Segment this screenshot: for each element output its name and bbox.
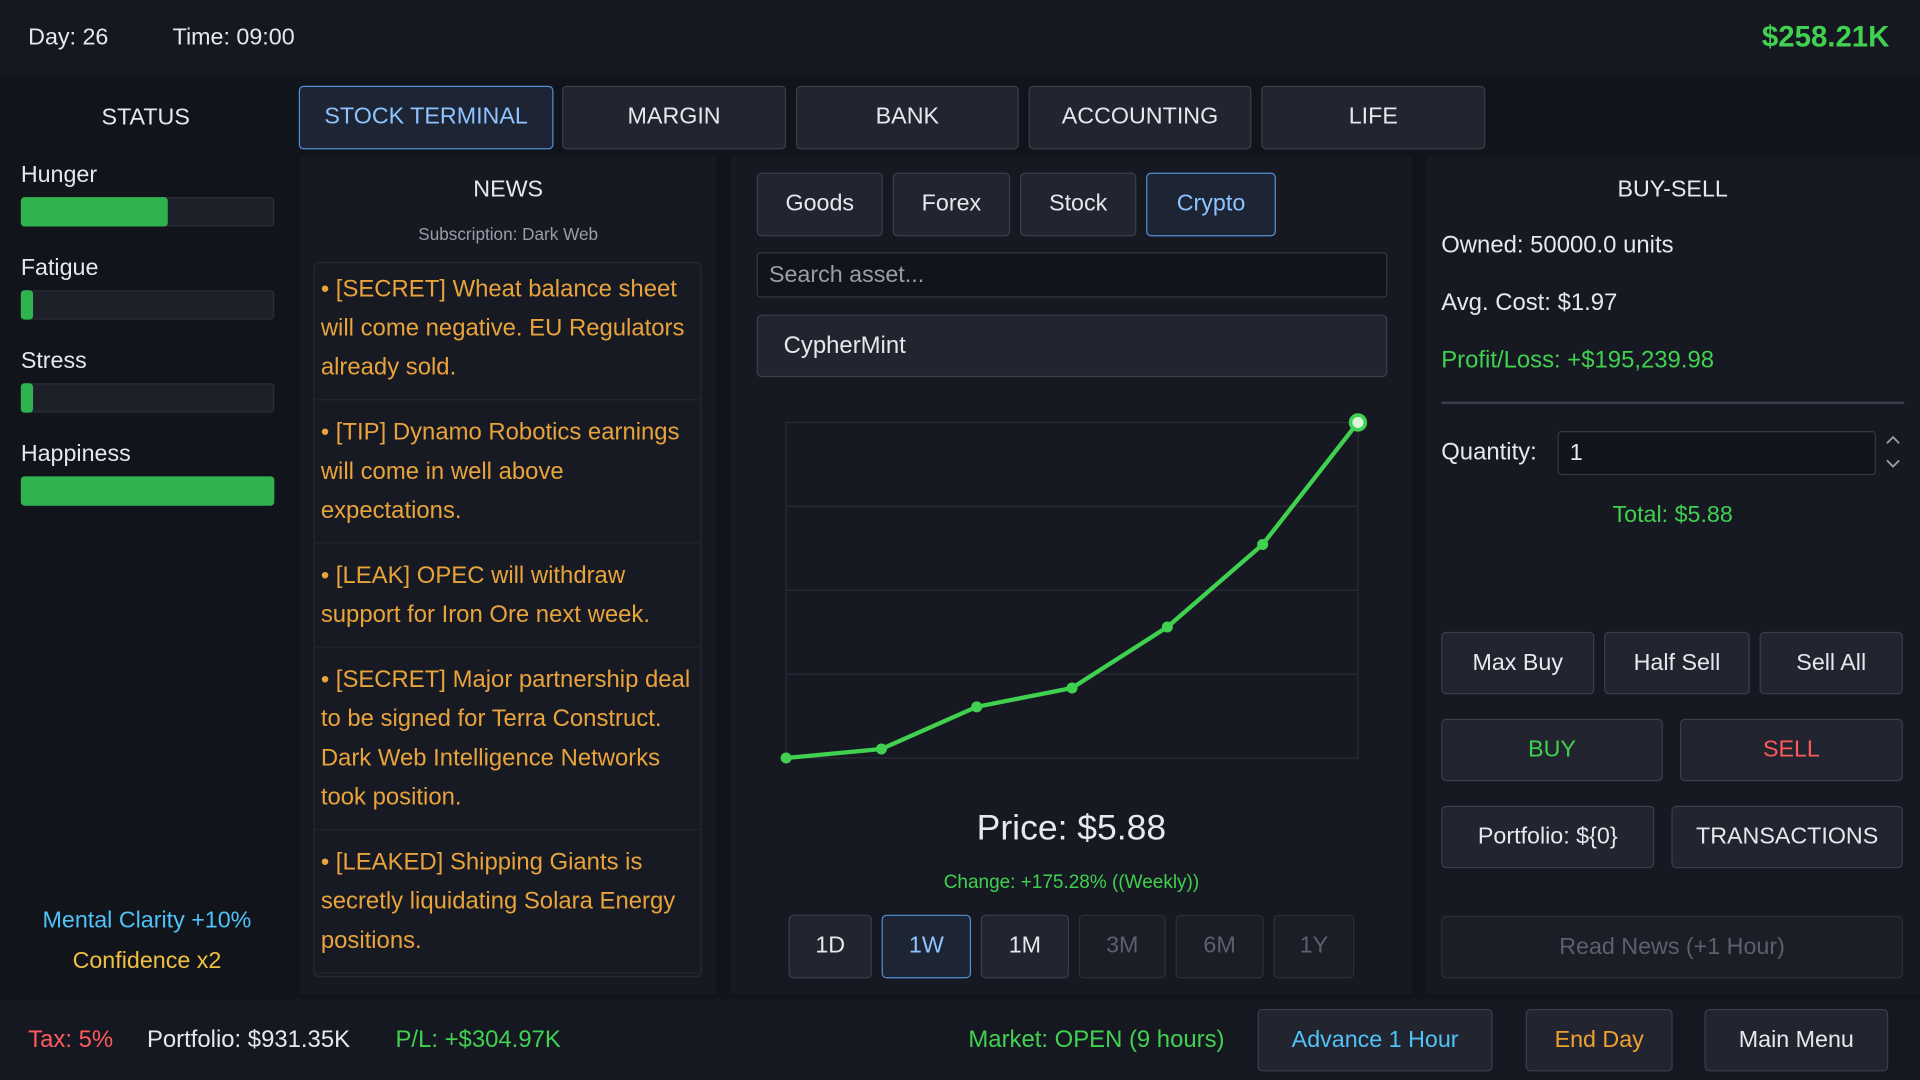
search-placeholder: Search asset... xyxy=(768,262,925,289)
status-track xyxy=(20,383,275,413)
time: Time: 09:00 xyxy=(172,25,295,51)
status-track xyxy=(20,290,275,320)
top-bar xyxy=(0,0,1920,76)
status-label: Fatigue xyxy=(20,255,99,282)
portfolio-value: Portfolio: $931.35K xyxy=(146,1026,351,1054)
advance-button[interactable]: Advance 1 Hour xyxy=(1257,1008,1493,1072)
nav-tab[interactable]: LIFE xyxy=(1261,85,1486,150)
market-status: Market: OPEN (9 hours) xyxy=(968,1026,1225,1054)
tax: Tax: 5% xyxy=(28,1026,114,1054)
news-item: • [SECRET] Major partnership deal to be … xyxy=(313,658,702,831)
news-item: • [SECRET] Wheat balance sheet will come… xyxy=(313,267,702,401)
pl-value: P/L: +$304.97K xyxy=(395,1026,561,1054)
price-point xyxy=(1348,413,1368,432)
asset-select[interactable] xyxy=(756,314,1388,378)
range-button[interactable]: 1D xyxy=(788,914,872,979)
asset-tab[interactable]: Goods xyxy=(756,172,883,237)
trade-title: BUY-SELL xyxy=(1617,176,1728,203)
price-point xyxy=(780,752,792,764)
search-input[interactable] xyxy=(756,252,1388,298)
quantity-value: 1 xyxy=(1569,440,1583,466)
range-button[interactable]: 3M xyxy=(1078,914,1166,979)
news-title: NEWS xyxy=(473,176,544,203)
transactions-button[interactable]: TRANSACTIONS xyxy=(1671,805,1903,869)
owned: Owned: 50000.0 units xyxy=(1441,231,1674,259)
range-button[interactable]: 6M xyxy=(1175,914,1264,979)
news-list-box xyxy=(313,262,702,978)
status-fill xyxy=(20,476,275,506)
total: Total: $5.88 xyxy=(1612,502,1733,529)
news-item: • [LEAKED] Shipping Giants is secretly l… xyxy=(313,840,702,974)
buff: Confidence x2 xyxy=(72,948,222,975)
buff: Mental Clarity +10% xyxy=(42,907,252,934)
end-day-button[interactable]: End Day xyxy=(1525,1008,1673,1072)
portfolio-button[interactable]: Portfolio: ${0} xyxy=(1441,805,1655,869)
price-point xyxy=(1066,682,1078,694)
cash: $258.21K xyxy=(1761,20,1890,54)
status-panel xyxy=(0,75,294,1000)
asset-tab[interactable]: Crypto xyxy=(1146,172,1276,237)
buy-button[interactable]: BUY xyxy=(1441,718,1663,782)
nav-tab[interactable]: STOCK TERMINAL xyxy=(298,85,554,150)
day: Day: 26 xyxy=(28,25,109,51)
news-list: • [SECRET] Wheat balance sheet will come… xyxy=(313,267,702,975)
trade-button[interactable]: Half Sell xyxy=(1604,631,1750,695)
price: Price: $5.88 xyxy=(976,808,1167,848)
news-item: • [TIP] Dynamo Robotics earnings will co… xyxy=(313,410,702,544)
read-news-button[interactable]: Read News (+1 Hour) xyxy=(1441,915,1903,979)
price-point xyxy=(1257,538,1269,550)
avg-cost: Avg. Cost: $1.97 xyxy=(1441,289,1618,317)
quantity-label: Quantity: xyxy=(1441,438,1537,466)
change: Change: +175.28% ((Weekly)) xyxy=(943,872,1200,893)
trade-button[interactable]: Sell All xyxy=(1759,631,1903,695)
price-point xyxy=(1161,621,1173,633)
asset-tab[interactable]: Forex xyxy=(892,172,1011,237)
nav-tab[interactable]: BANK xyxy=(795,85,1019,150)
status-fill xyxy=(20,197,168,227)
spinner xyxy=(1886,435,1900,468)
price-point xyxy=(875,743,887,755)
range-button[interactable]: 1Y xyxy=(1273,914,1355,979)
status-label: Happiness xyxy=(20,441,131,468)
price-point xyxy=(971,701,983,713)
status-label: Stress xyxy=(20,348,87,375)
profit-loss: Profit/Loss: +$195,239.98 xyxy=(1441,346,1715,374)
nav-tab[interactable]: ACCOUNTING xyxy=(1028,85,1252,150)
nav-tab[interactable]: MARGIN xyxy=(562,85,787,150)
status-fill xyxy=(20,383,34,413)
quantity-input[interactable] xyxy=(1557,431,1876,476)
asset-tab[interactable]: Stock xyxy=(1020,172,1137,237)
range-button[interactable]: 1W xyxy=(881,914,972,979)
news-item: • [LEAK] OPEC will withdraw support for … xyxy=(313,553,702,648)
status-fill xyxy=(20,290,34,320)
sell-button[interactable]: SELL xyxy=(1680,718,1903,782)
news-subscription: Subscription: Dark Web xyxy=(418,224,599,244)
range-button[interactable]: 1M xyxy=(980,914,1069,979)
divider xyxy=(1441,401,1905,405)
status-title: STATUS xyxy=(101,104,190,131)
asset-selected: CypherMint xyxy=(783,332,906,360)
main-menu-button[interactable]: Main Menu xyxy=(1704,1008,1889,1072)
trade-button[interactable]: Max Buy xyxy=(1441,631,1595,695)
status-label: Hunger xyxy=(20,162,98,188)
